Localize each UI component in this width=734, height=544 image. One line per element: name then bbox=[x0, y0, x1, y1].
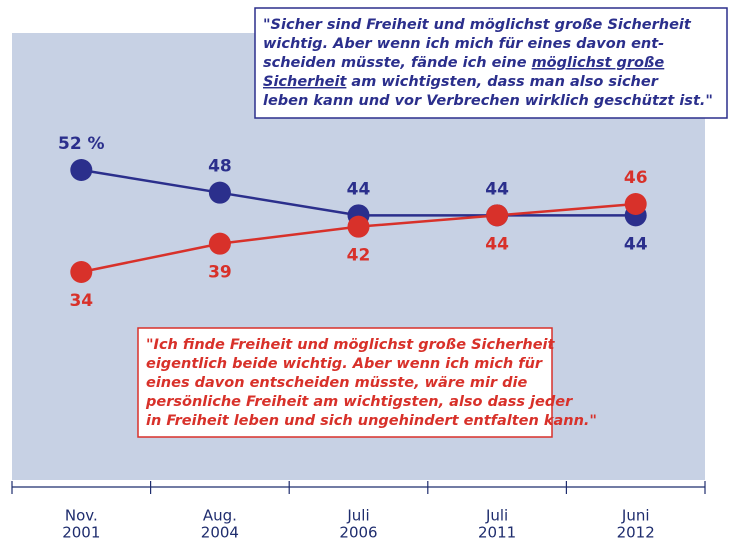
point bbox=[486, 204, 509, 227]
quote-text: leben kann und vor Verbrechen wirklich g… bbox=[263, 93, 713, 109]
x-tick-label: 2001 bbox=[62, 524, 100, 542]
point bbox=[70, 159, 93, 182]
point bbox=[208, 232, 231, 255]
x-tick-label: 2011 bbox=[478, 524, 516, 542]
point bbox=[70, 260, 93, 283]
data-label: 42 bbox=[347, 246, 371, 266]
quote-text: scheiden müsste, fände ich eine bbox=[263, 55, 532, 71]
data-label: 46 bbox=[624, 168, 648, 188]
point bbox=[208, 181, 231, 204]
data-label: 44 bbox=[485, 234, 509, 254]
x-tick-label: 2004 bbox=[201, 524, 239, 542]
quote-text: am wichtigsten, dass man also sicher bbox=[346, 74, 658, 90]
quote-line: "Ich finde Freiheit und möglichst große … bbox=[146, 337, 556, 353]
x-tick-label: Aug. bbox=[203, 507, 237, 525]
x-tick-label: 2006 bbox=[339, 524, 377, 542]
point bbox=[624, 193, 647, 216]
quote-box bbox=[137, 327, 553, 438]
data-label: 44 bbox=[485, 179, 509, 199]
data-label: 44 bbox=[347, 179, 371, 199]
quote-line: persönliche Freiheit am wichtigsten, als… bbox=[145, 394, 573, 410]
quote-line: leben kann und vor Verbrechen wirklich g… bbox=[263, 93, 713, 109]
quote-line: wichtig. Aber wenn ich mich für eines da… bbox=[263, 36, 664, 52]
quote-line: eigentlich beide wichtig. Aber wenn ich … bbox=[146, 356, 543, 372]
quote-text: eines davon entscheiden müsste, wäre mir… bbox=[146, 375, 527, 391]
data-label: 44 bbox=[624, 234, 648, 254]
quote-text: wichtig. Aber wenn ich mich für eines da… bbox=[263, 36, 664, 52]
point bbox=[347, 215, 370, 238]
quote-text: Sicherheit bbox=[263, 74, 347, 90]
x-tick-label: 2012 bbox=[617, 524, 655, 542]
data-label: 52 % bbox=[58, 134, 105, 154]
x-tick-label: Juli bbox=[485, 507, 508, 525]
x-tick-label: Juni bbox=[621, 507, 650, 525]
data-label: 48 bbox=[208, 157, 232, 177]
x-tick-label: Juli bbox=[346, 507, 369, 525]
quote-text: eigentlich beide wichtig. Aber wenn ich … bbox=[146, 356, 543, 372]
quote-text: "Sicher sind Freiheit und möglichst groß… bbox=[263, 17, 692, 33]
data-label: 34 bbox=[69, 291, 93, 311]
quote-text: "Ich finde Freiheit und möglichst große … bbox=[146, 337, 556, 353]
x-tick-label: Nov. bbox=[65, 507, 98, 525]
quote-line: eines davon entscheiden müsste, wäre mir… bbox=[146, 375, 527, 391]
quote-line: "Sicher sind Freiheit und möglichst groß… bbox=[263, 17, 692, 33]
data-label: 39 bbox=[208, 263, 232, 283]
quote-text: möglichst große bbox=[532, 55, 665, 71]
quote-line: Sicherheit am wichtigsten, dass man also… bbox=[263, 74, 659, 90]
quote-text: in Freiheit leben und sich ungehindert e… bbox=[146, 413, 597, 429]
quote-text: persönliche Freiheit am wichtigsten, als… bbox=[145, 394, 573, 410]
quote-line: scheiden müsste, fände ich eine möglichs… bbox=[263, 55, 664, 71]
quote-box bbox=[254, 7, 728, 119]
quote-line: in Freiheit leben und sich ungehindert e… bbox=[146, 413, 597, 429]
